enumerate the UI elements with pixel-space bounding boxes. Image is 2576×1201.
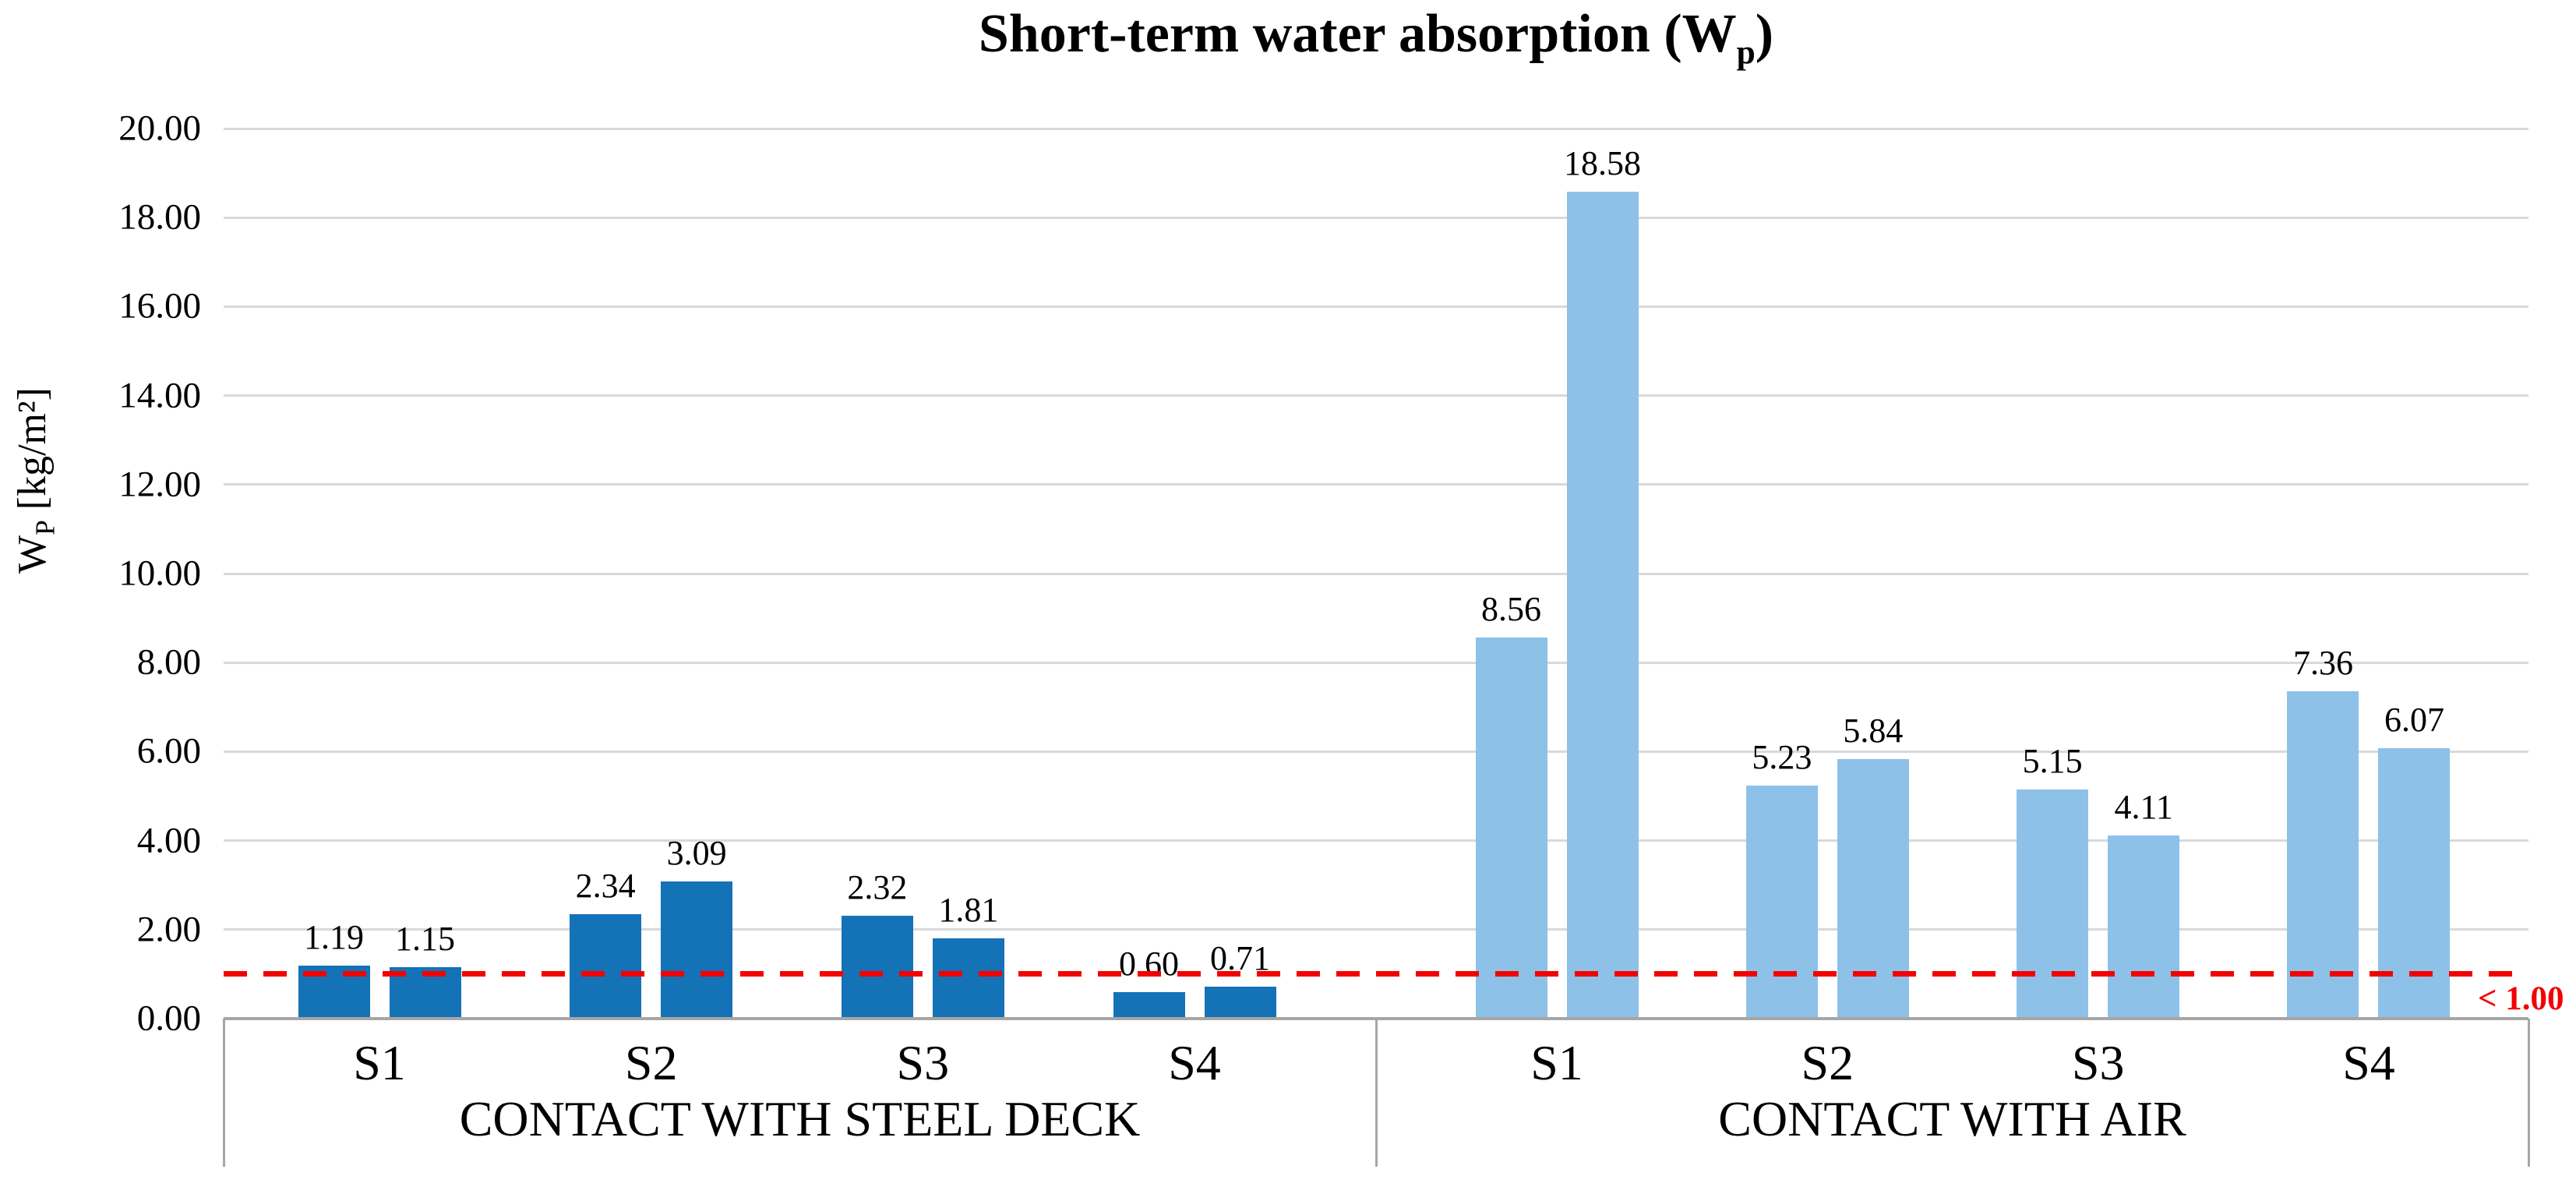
category-group-divider <box>2527 1019 2530 1167</box>
bar-value-label: 3.09 <box>666 833 727 872</box>
chart-title-text: Short-term water absorption (W <box>978 4 1737 64</box>
bar-value-label: 6.07 <box>2384 701 2444 740</box>
category-label: S1 <box>353 1035 406 1090</box>
bar <box>661 881 733 1019</box>
gridline <box>224 572 2528 575</box>
bar-value-label: 1.81 <box>938 890 999 929</box>
y-axis-tick-label: 2.00 <box>136 909 201 950</box>
y-axis-tick-label: 4.00 <box>136 820 201 861</box>
category-group-divider <box>1374 1019 1378 1167</box>
gridline <box>224 661 2528 664</box>
gridline <box>224 216 2528 219</box>
gridline <box>224 483 2528 486</box>
y-axis-tick-label: 16.00 <box>118 285 201 327</box>
y-axis-tick-label: 12.00 <box>118 464 201 505</box>
bar-value-label: 5.84 <box>1843 711 1904 750</box>
chart-title-subscript: p <box>1736 34 1756 71</box>
plot-area: 1.19 1.15 2.34 3.09 2.32 1.81 0.60 0.71 8.56 18.5… <box>224 127 2528 1019</box>
gridline <box>224 839 2528 842</box>
bar <box>1113 991 1185 1019</box>
category-label: S3 <box>896 1035 950 1090</box>
bar-value-label: 7.36 <box>2292 643 2353 682</box>
bar <box>1475 638 1547 1019</box>
bar <box>932 938 1004 1019</box>
y-axis-tick-label: 14.00 <box>118 375 201 416</box>
gridline <box>224 127 2528 130</box>
bar-value-label: 5.23 <box>1752 738 1812 777</box>
bar-value-label: 5.15 <box>2022 741 2083 780</box>
gridline <box>224 394 2528 397</box>
reference-line-label: < 1.00 <box>2478 980 2564 1017</box>
bar <box>1837 758 1909 1019</box>
x-axis-line <box>224 1017 2528 1020</box>
bar-value-label: 1.15 <box>395 920 455 959</box>
bar <box>2378 748 2451 1019</box>
y-axis-tick-label: 18.00 <box>118 196 201 238</box>
chart-title: Short-term water absorption (Wp) <box>224 3 2528 69</box>
category-label: S2 <box>624 1035 678 1090</box>
bar <box>570 914 642 1019</box>
category-label: S2 <box>1801 1035 1854 1090</box>
bar-value-label: 2.34 <box>575 867 636 906</box>
y-axis-tick-label: 0.00 <box>136 998 201 1039</box>
bar-value-label: 4.11 <box>2114 788 2173 827</box>
y-axis-tick-label: 20.00 <box>118 108 201 149</box>
chart-title-suffix: ) <box>1755 4 1774 64</box>
y-axis-title-subscript: P <box>29 520 61 535</box>
bar-value-label: 18.58 <box>1564 144 1641 183</box>
bar <box>1204 987 1276 1019</box>
gridline <box>224 750 2528 753</box>
bar-value-label: 1.19 <box>304 918 364 957</box>
gridline <box>224 928 2528 931</box>
category-group-divider <box>222 1019 225 1167</box>
bar <box>2108 835 2180 1019</box>
gridline <box>224 305 2528 308</box>
bar <box>2017 789 2089 1019</box>
reference-dashed-line <box>224 971 2528 977</box>
bar-value-label: 2.32 <box>847 867 908 906</box>
y-axis-tick-label: 6.00 <box>136 730 201 772</box>
y-axis-tick-label: 10.00 <box>118 553 201 594</box>
bar <box>841 915 913 1019</box>
bar-value-label: 0.71 <box>1210 939 1270 978</box>
bar <box>1566 192 1639 1019</box>
bar-value-label: 8.56 <box>1481 590 1541 629</box>
group-label: CONTACT WITH AIR <box>1718 1091 2186 1146</box>
group-label: CONTACT WITH STEEL DECK <box>459 1091 1141 1146</box>
y-axis-tick-label: 8.00 <box>136 641 201 683</box>
bar <box>1745 786 1818 1019</box>
category-label: S3 <box>2071 1035 2125 1090</box>
bar <box>2287 691 2359 1019</box>
category-label: S1 <box>1530 1035 1583 1090</box>
category-label: S4 <box>1168 1035 1221 1090</box>
category-label: S4 <box>2342 1035 2395 1090</box>
